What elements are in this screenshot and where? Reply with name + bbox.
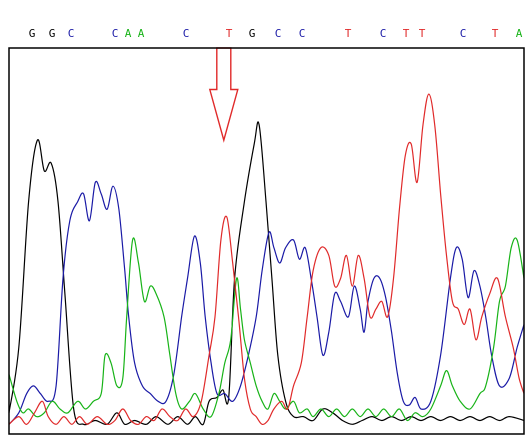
trace-A: [8, 237, 525, 422]
base-label-10: C: [275, 27, 282, 40]
plot-frame: [8, 47, 525, 435]
base-label-8: T: [226, 27, 233, 40]
trace-G: [8, 121, 525, 426]
base-label-14: T: [403, 27, 410, 40]
arrow-annotation: [208, 47, 239, 143]
base-label-1: G: [29, 27, 36, 40]
trace-T: [8, 93, 525, 426]
down-arrow-icon: [208, 47, 239, 143]
base-label-7: C: [183, 27, 190, 40]
base-label-4: C: [112, 27, 119, 40]
base-label-6: A: [138, 27, 145, 40]
base-label-15: T: [419, 27, 426, 40]
base-label-9: G: [249, 27, 256, 40]
base-label-18: A: [516, 27, 523, 40]
base-label-12: T: [345, 27, 352, 40]
base-label-5: A: [125, 27, 132, 40]
base-label-2: G: [49, 27, 56, 40]
base-label-17: T: [492, 27, 499, 40]
base-label-16: C: [460, 27, 467, 40]
trace-area: [8, 93, 525, 426]
base-label-13: C: [380, 27, 387, 40]
base-label-11: C: [299, 27, 306, 40]
base-label-3: C: [68, 27, 75, 40]
trace-C: [8, 180, 525, 425]
